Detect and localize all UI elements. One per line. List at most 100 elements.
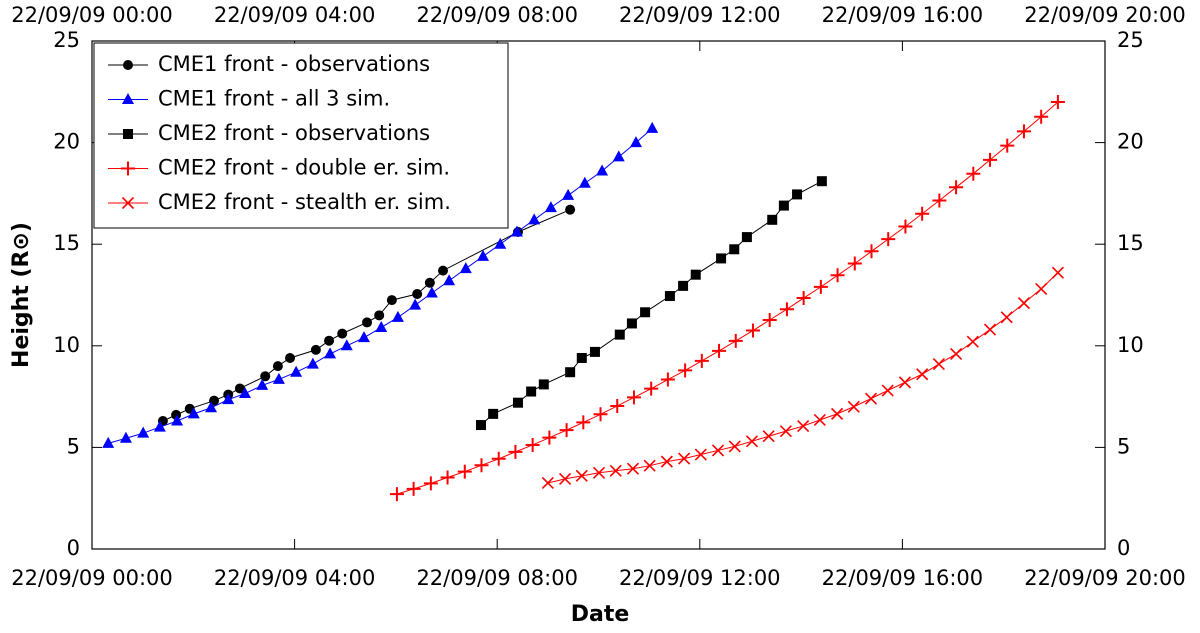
marker <box>1051 266 1064 279</box>
marker <box>475 420 486 431</box>
marker <box>711 444 725 457</box>
marker <box>1017 297 1031 310</box>
marker <box>1050 94 1065 109</box>
x2-tick-label: 22/09/09 16:00 <box>822 3 984 27</box>
marker <box>474 458 489 473</box>
marker <box>593 407 608 422</box>
marker <box>881 232 896 247</box>
marker <box>592 466 606 479</box>
marker <box>745 323 760 338</box>
marker <box>690 269 701 280</box>
marker <box>528 213 541 225</box>
marker <box>423 476 438 491</box>
marker <box>238 387 251 399</box>
y-tick-label: 0 <box>67 536 80 560</box>
marker <box>609 464 622 477</box>
marker <box>712 343 727 358</box>
marker <box>728 440 741 453</box>
marker <box>542 430 557 445</box>
marker <box>813 279 828 294</box>
marker <box>510 225 523 237</box>
x-axis-label: Date <box>571 602 630 627</box>
marker <box>1000 138 1015 153</box>
marker <box>612 150 625 162</box>
marker <box>847 400 860 413</box>
marker <box>187 407 200 419</box>
marker <box>412 288 423 299</box>
legend-marker <box>123 60 133 70</box>
marker <box>357 331 370 343</box>
marker <box>716 253 727 264</box>
marker <box>881 384 894 397</box>
marker <box>222 393 235 405</box>
marker <box>797 419 810 433</box>
marker <box>440 470 455 485</box>
marker <box>324 335 335 346</box>
marker <box>864 244 879 259</box>
x2-tick-label: 22/09/09 08:00 <box>416 3 578 27</box>
marker <box>796 291 811 306</box>
y-tick-label: 20 <box>53 130 80 154</box>
marker <box>614 329 625 340</box>
marker <box>443 274 456 286</box>
marker <box>932 193 947 208</box>
marker <box>1034 109 1049 124</box>
marker <box>629 136 642 148</box>
marker <box>491 451 506 466</box>
marker <box>119 431 132 443</box>
legend-marker <box>121 196 135 210</box>
marker <box>589 346 600 357</box>
marker <box>234 383 245 394</box>
legend-marker <box>122 93 134 104</box>
y-tick-label: 15 <box>53 231 80 255</box>
marker <box>137 426 150 438</box>
marker <box>488 408 499 419</box>
marker <box>678 363 693 378</box>
marker <box>694 448 707 461</box>
marker <box>745 435 759 448</box>
marker <box>494 237 507 249</box>
marker <box>362 317 373 328</box>
marker <box>932 358 945 371</box>
marker <box>559 472 572 485</box>
x2-tick-label: 22/09/09 04:00 <box>214 3 376 27</box>
plot-frame <box>91 40 1106 550</box>
marker <box>847 256 862 271</box>
marker <box>779 425 792 438</box>
marker <box>171 414 184 426</box>
marker <box>578 176 591 188</box>
x2-tick-label: 22/09/09 12:00 <box>619 3 781 27</box>
marker <box>916 368 929 381</box>
marker <box>575 469 588 482</box>
marker <box>983 323 997 336</box>
marker <box>565 204 576 215</box>
marker <box>729 244 740 255</box>
marker <box>626 462 640 475</box>
x-tick-label: 22/09/09 00:00 <box>11 566 173 590</box>
marker <box>512 397 523 408</box>
marker <box>864 392 878 405</box>
marker <box>525 437 540 452</box>
marker <box>660 372 675 387</box>
y-tick-label: 10 <box>53 333 80 357</box>
legend-marker <box>121 161 135 176</box>
marker <box>646 121 659 133</box>
marker <box>830 407 844 420</box>
marker <box>459 262 472 274</box>
y2-tick-label: 10 <box>1117 333 1144 357</box>
marker <box>406 481 421 496</box>
marker <box>694 353 709 368</box>
series-line <box>396 101 1059 495</box>
x2-tick-label: 22/09/09 00:00 <box>11 3 173 27</box>
marker <box>374 310 385 321</box>
y2-tick-label: 5 <box>1117 434 1130 458</box>
marker <box>728 333 743 348</box>
legend-label: CME1 front - observations <box>158 52 430 76</box>
marker <box>306 357 319 369</box>
marker <box>386 295 397 306</box>
marker <box>205 401 218 413</box>
marker <box>1035 282 1048 295</box>
marker <box>779 302 794 317</box>
